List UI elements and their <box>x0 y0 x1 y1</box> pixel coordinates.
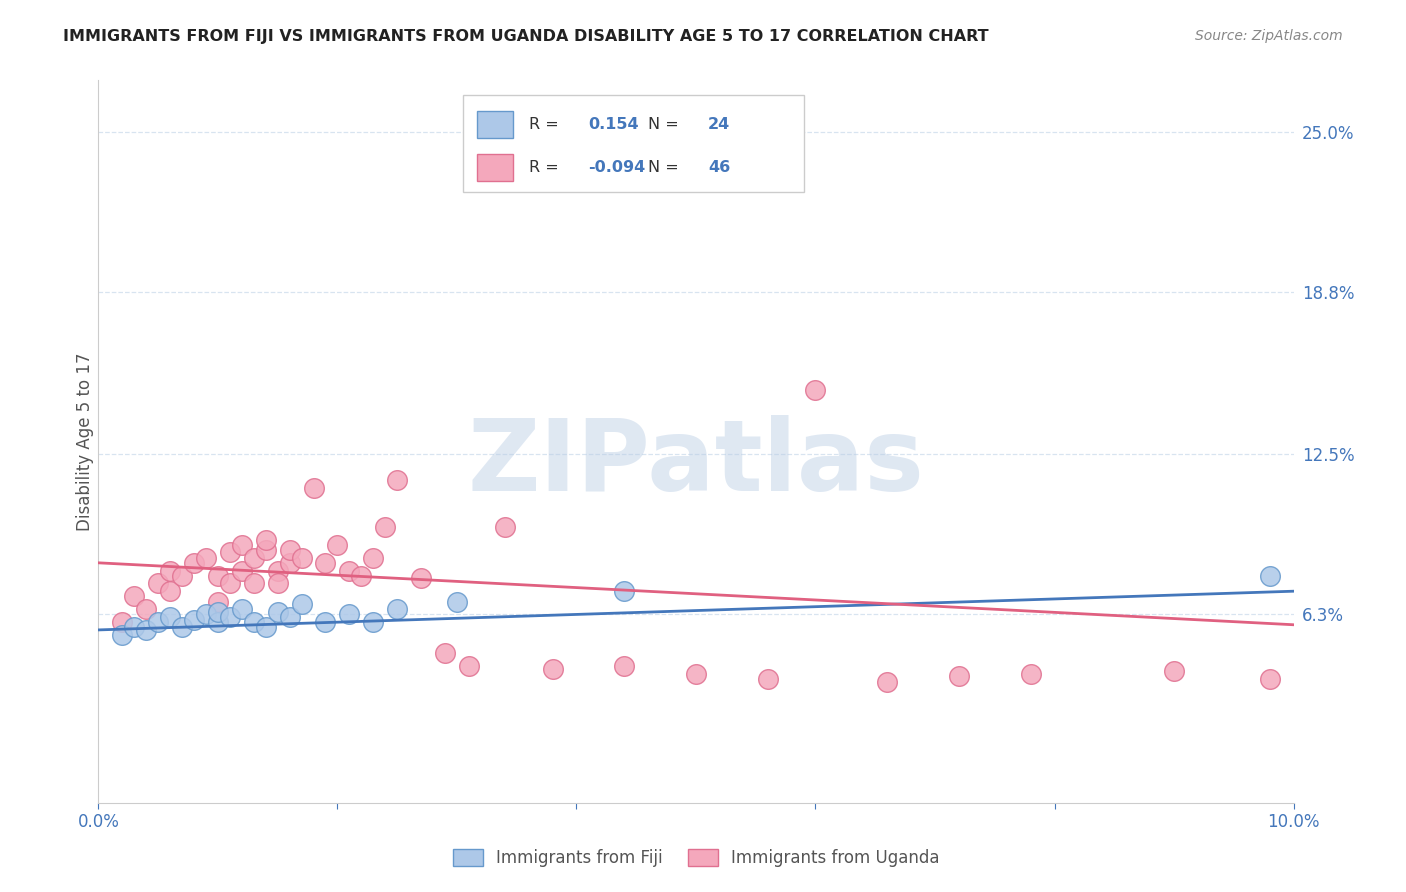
Point <box>363 550 385 565</box>
Point <box>363 615 385 630</box>
Text: 46: 46 <box>709 161 730 175</box>
Point <box>613 584 636 599</box>
Point <box>148 615 170 630</box>
Point <box>278 542 301 557</box>
Point <box>948 669 970 683</box>
FancyBboxPatch shape <box>477 111 513 138</box>
Point <box>243 576 266 591</box>
Text: 0.154: 0.154 <box>589 117 640 132</box>
Point <box>411 571 433 585</box>
Point <box>541 662 564 676</box>
Text: N =: N = <box>648 161 685 175</box>
Point <box>458 659 481 673</box>
Point <box>494 519 516 533</box>
Point <box>385 602 409 616</box>
Point <box>111 628 134 642</box>
Text: 24: 24 <box>709 117 730 132</box>
Point <box>291 597 314 611</box>
Point <box>267 564 290 578</box>
Point <box>219 576 242 591</box>
Point <box>124 590 146 604</box>
Point <box>339 607 361 622</box>
Point <box>756 672 779 686</box>
Point <box>1019 666 1042 681</box>
Point <box>231 564 253 578</box>
Point <box>231 602 253 616</box>
Point <box>302 481 325 495</box>
Point <box>315 615 337 630</box>
Point <box>374 519 396 533</box>
Text: ZIPatlas: ZIPatlas <box>468 415 924 512</box>
Point <box>1258 568 1281 582</box>
Point <box>804 383 827 397</box>
Point <box>315 556 337 570</box>
Point <box>278 610 301 624</box>
Point <box>219 610 242 624</box>
Point <box>613 659 636 673</box>
Point <box>385 473 409 487</box>
Point <box>326 538 349 552</box>
Point <box>207 594 229 608</box>
Point <box>135 602 157 616</box>
Point <box>135 623 157 637</box>
FancyBboxPatch shape <box>463 95 804 193</box>
Point <box>254 620 277 634</box>
Point <box>219 545 242 559</box>
Point <box>339 564 361 578</box>
FancyBboxPatch shape <box>477 154 513 181</box>
Point <box>446 594 468 608</box>
Text: R =: R = <box>529 117 564 132</box>
Point <box>172 568 194 582</box>
Point <box>231 538 253 552</box>
Point <box>291 550 314 565</box>
Point <box>159 610 181 624</box>
Point <box>148 576 170 591</box>
Point <box>183 613 205 627</box>
Point <box>195 550 218 565</box>
Point <box>159 584 181 599</box>
Point <box>207 568 229 582</box>
Point <box>207 605 229 619</box>
Point <box>195 607 218 622</box>
Text: N =: N = <box>648 117 685 132</box>
Point <box>1258 672 1281 686</box>
Point <box>278 556 301 570</box>
Point <box>172 620 194 634</box>
Point <box>159 564 181 578</box>
Point <box>243 615 266 630</box>
Text: R =: R = <box>529 161 564 175</box>
Point <box>434 646 457 660</box>
Point <box>1163 664 1185 678</box>
Point <box>876 674 898 689</box>
Text: IMMIGRANTS FROM FIJI VS IMMIGRANTS FROM UGANDA DISABILITY AGE 5 TO 17 CORRELATIO: IMMIGRANTS FROM FIJI VS IMMIGRANTS FROM … <box>63 29 988 45</box>
Point <box>183 556 205 570</box>
Legend: Immigrants from Fiji, Immigrants from Uganda: Immigrants from Fiji, Immigrants from Ug… <box>446 842 946 874</box>
Point <box>254 533 277 547</box>
Y-axis label: Disability Age 5 to 17: Disability Age 5 to 17 <box>76 352 94 531</box>
Point <box>350 568 373 582</box>
Point <box>267 576 290 591</box>
Point <box>254 542 277 557</box>
Point <box>124 620 146 634</box>
Text: -0.094: -0.094 <box>589 161 645 175</box>
Point <box>243 550 266 565</box>
Point <box>111 615 134 630</box>
Point <box>267 605 290 619</box>
Point <box>685 666 707 681</box>
Text: Source: ZipAtlas.com: Source: ZipAtlas.com <box>1195 29 1343 44</box>
Point <box>207 615 229 630</box>
